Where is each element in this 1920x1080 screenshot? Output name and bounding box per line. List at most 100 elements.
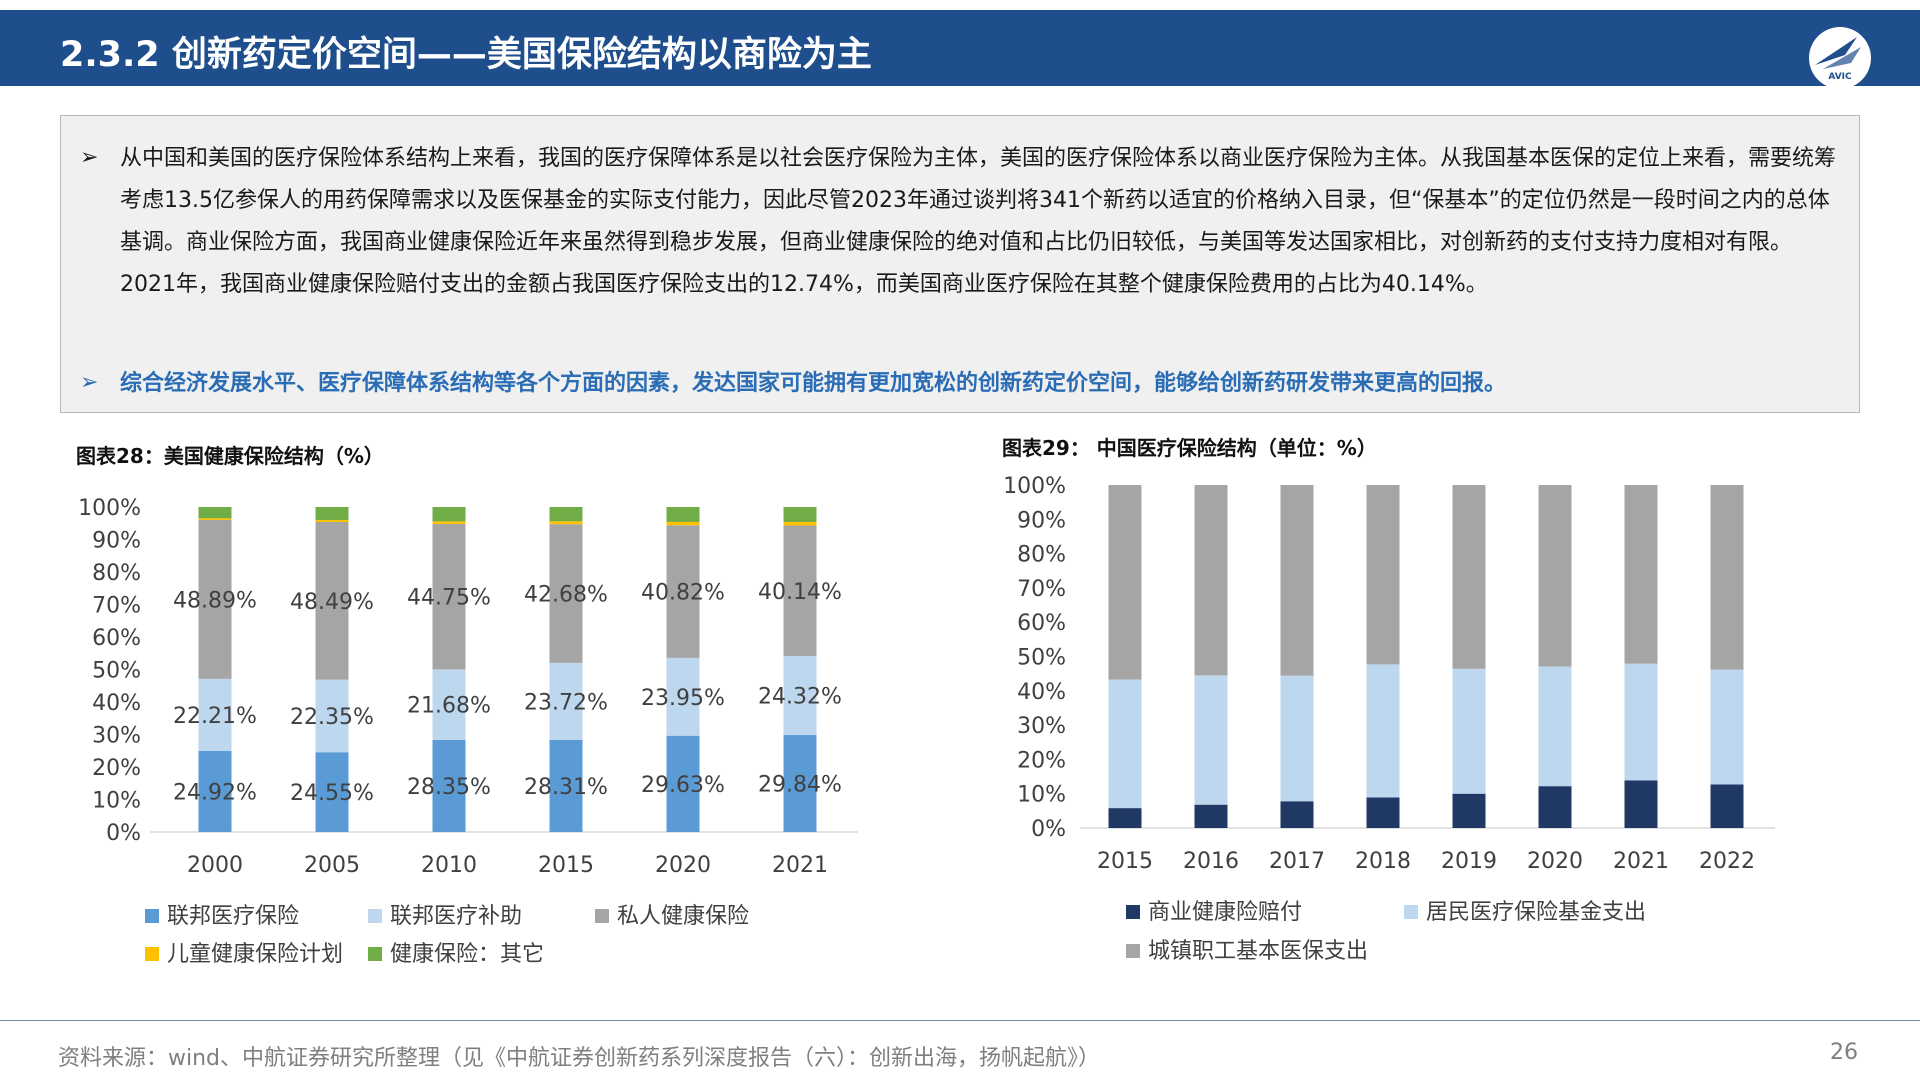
us-data-label: 44.75% bbox=[407, 586, 491, 611]
us-y-tick-label: 70% bbox=[92, 594, 141, 619]
us-data-label: 24.55% bbox=[290, 781, 374, 806]
us-bar-segment bbox=[432, 521, 466, 524]
us-bar-segment bbox=[315, 521, 349, 680]
us-data-label: 24.92% bbox=[173, 781, 257, 806]
cn-x-tick-label: 2015 bbox=[1097, 849, 1153, 874]
cn-bar-segment bbox=[1710, 784, 1744, 828]
us-bar-segment bbox=[783, 521, 817, 526]
cn-legend-label: 商业健康险赔付 bbox=[1148, 900, 1302, 925]
us-legend-swatch bbox=[368, 947, 382, 961]
us-y-tick-label: 10% bbox=[92, 789, 141, 814]
us-legend-label: 私人健康保险 bbox=[617, 904, 749, 929]
us-data-label: 28.31% bbox=[524, 775, 608, 800]
cn-bar-segment bbox=[1194, 675, 1228, 805]
us-data-label: 29.63% bbox=[641, 773, 725, 798]
us-data-label: 22.35% bbox=[290, 705, 374, 730]
us-legend-label: 健康保险：其它 bbox=[390, 942, 544, 967]
us-bar-segment bbox=[783, 525, 817, 656]
cn-bar-segment bbox=[1624, 663, 1658, 781]
us-x-tick-label: 2010 bbox=[421, 853, 477, 878]
cn-bar-segment bbox=[1538, 666, 1572, 787]
us-bar-segment bbox=[315, 507, 349, 521]
cn-legend-swatch bbox=[1404, 905, 1418, 919]
cn-x-tick-label: 2018 bbox=[1355, 849, 1411, 874]
us-x-tick-label: 2020 bbox=[655, 853, 711, 878]
cn-x-tick-label: 2020 bbox=[1527, 849, 1583, 874]
source-note: 资料来源：wind、中航证券研究所整理（见《中航证券创新药系列深度报告（六）：创… bbox=[58, 1046, 1101, 1071]
us-bar-segment bbox=[432, 507, 466, 522]
us-data-label: 48.49% bbox=[290, 590, 374, 615]
us-legend-swatch bbox=[145, 909, 159, 923]
us-bar-segment bbox=[198, 519, 232, 679]
cn-legend-label: 居民医疗保险基金支出 bbox=[1426, 900, 1646, 925]
us-bar-segment bbox=[549, 524, 583, 663]
us-x-tick-label: 2005 bbox=[304, 853, 360, 878]
us-bar-segment bbox=[315, 679, 349, 753]
us-x-tick-label: 2000 bbox=[187, 853, 243, 878]
cn-bar-segment bbox=[1108, 485, 1142, 680]
us-bar-segment bbox=[198, 507, 232, 519]
cn-bar-segment bbox=[1624, 485, 1658, 664]
us-legend-swatch bbox=[368, 909, 382, 923]
us-legend-swatch bbox=[145, 947, 159, 961]
us-y-tick-label: 20% bbox=[92, 756, 141, 781]
cn-bar-segment bbox=[1538, 485, 1572, 667]
us-x-tick-label: 2015 bbox=[538, 853, 594, 878]
cn-y-tick-label: 30% bbox=[1017, 714, 1066, 739]
cn-bar-segment bbox=[1366, 485, 1400, 665]
us-y-tick-label: 0% bbox=[106, 821, 141, 846]
cn-bar-segment bbox=[1280, 675, 1314, 802]
cn-y-tick-label: 10% bbox=[1017, 783, 1066, 808]
cn-legend-swatch bbox=[1126, 905, 1140, 919]
footer-divider bbox=[0, 1020, 1920, 1021]
us-bar-segment bbox=[666, 507, 700, 522]
us-bar-segment bbox=[315, 520, 349, 522]
cn-bar-segment bbox=[1366, 797, 1400, 828]
page-number: 26 bbox=[1830, 1040, 1858, 1065]
cn-bar-segment bbox=[1452, 793, 1486, 828]
cn-y-tick-label: 70% bbox=[1017, 577, 1066, 602]
cn-bar-segment bbox=[1710, 485, 1744, 670]
cn-y-tick-label: 40% bbox=[1017, 680, 1066, 705]
us-bar-segment bbox=[315, 752, 349, 832]
bullet-icon: ➢ bbox=[80, 145, 99, 170]
us-bar-segment bbox=[783, 735, 817, 832]
us-data-label: 48.89% bbox=[173, 588, 257, 613]
us-bar-segment bbox=[783, 507, 817, 522]
us-data-label: 42.68% bbox=[524, 583, 608, 608]
us-legend-label: 联邦医疗补助 bbox=[390, 904, 522, 929]
us-y-tick-label: 60% bbox=[92, 626, 141, 651]
us-bar-segment bbox=[198, 678, 232, 752]
us-bar-segment bbox=[432, 669, 466, 740]
cn-x-tick-label: 2017 bbox=[1269, 849, 1325, 874]
us-data-label: 40.82% bbox=[641, 581, 725, 606]
cn-bar-segment bbox=[1452, 485, 1486, 669]
us-data-label: 28.35% bbox=[407, 775, 491, 800]
summary-paragraph-1: 从中国和美国的医疗保险体系结构上来看，我国的医疗保障体系是以社会医疗保险为主体，… bbox=[120, 146, 1837, 297]
cn-x-tick-label: 2016 bbox=[1183, 849, 1239, 874]
cn-bar-segment bbox=[1538, 786, 1572, 828]
us-legend-swatch bbox=[595, 909, 609, 923]
cn-bar-segment bbox=[1194, 804, 1228, 828]
cn-bar-segment bbox=[1452, 668, 1486, 794]
cn-legend-swatch bbox=[1126, 944, 1140, 958]
us-y-tick-label: 30% bbox=[92, 724, 141, 749]
slide-header: 2.3.2 创新药定价空间——美国保险结构以商险为主 AVIC bbox=[0, 10, 1920, 89]
summary-box bbox=[60, 115, 1860, 413]
cn-y-tick-label: 80% bbox=[1017, 543, 1066, 568]
cn-y-tick-label: 50% bbox=[1017, 646, 1066, 671]
us-data-label: 22.21% bbox=[173, 704, 257, 729]
us-y-tick-label: 50% bbox=[92, 659, 141, 684]
cn-bar-segment bbox=[1710, 669, 1744, 785]
us-bar-segment bbox=[549, 521, 583, 525]
cn-y-tick-label: 0% bbox=[1031, 817, 1066, 842]
us-bar-segment bbox=[432, 523, 466, 670]
avic-logo: AVIC bbox=[1809, 27, 1871, 89]
cn-bar-segment bbox=[1108, 679, 1142, 809]
cn-y-tick-label: 90% bbox=[1017, 508, 1066, 533]
us-data-label: 23.95% bbox=[641, 686, 725, 711]
us-bar-segment bbox=[666, 525, 700, 658]
us-data-label: 23.72% bbox=[524, 690, 608, 715]
cn-bar-segment bbox=[1108, 808, 1142, 828]
us-data-label: 21.68% bbox=[407, 694, 491, 719]
